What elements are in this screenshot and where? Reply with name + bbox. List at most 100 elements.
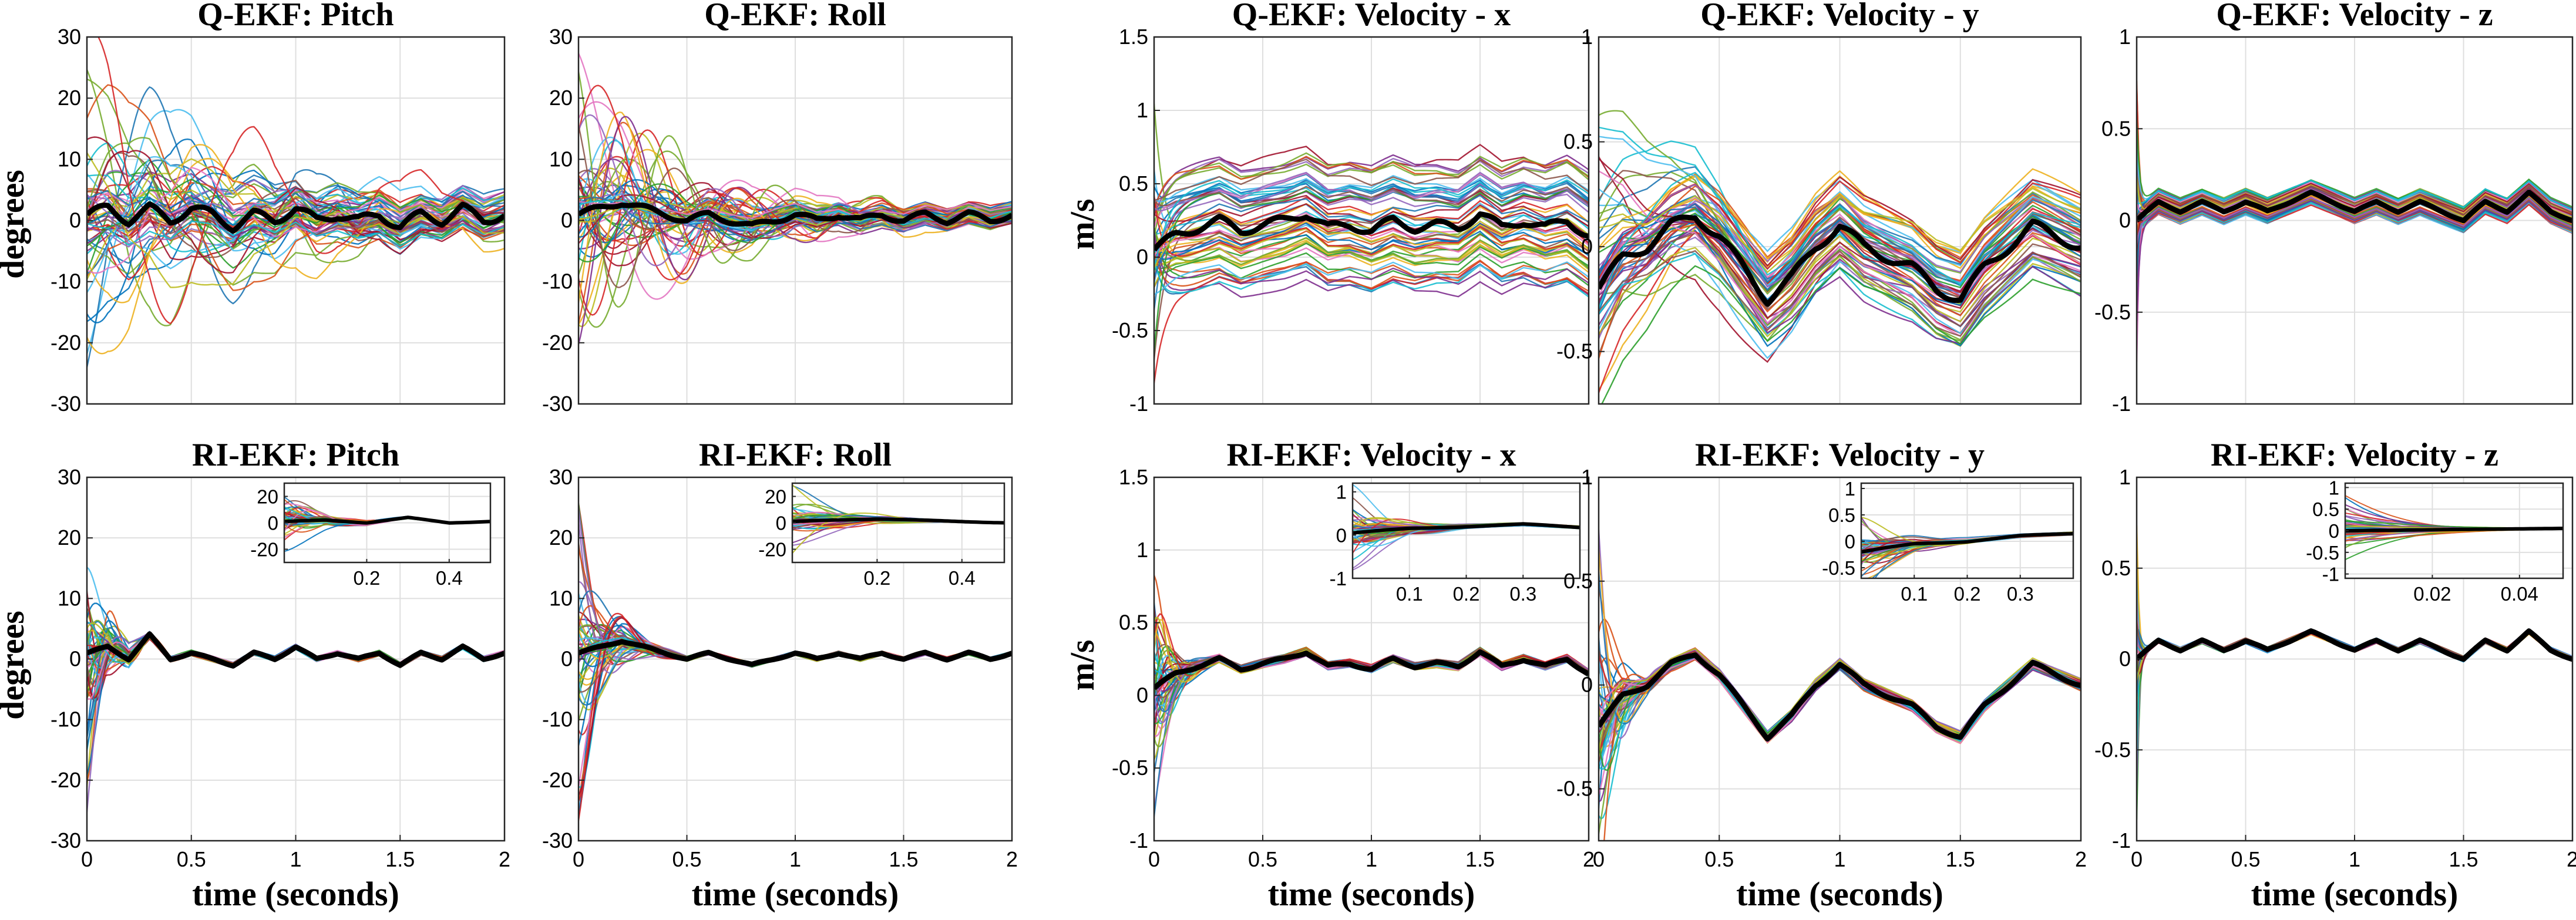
qekf-vy-ytick-label: 0.5: [1563, 130, 1593, 154]
qekf-pitch-series: [87, 37, 505, 368]
qekf-roll-ytick-label: 30: [549, 25, 573, 49]
riekf-vx-xtick-label: 1.5: [1465, 847, 1495, 871]
qekf-vx-mc-run: [1154, 154, 1589, 208]
qekf-vx-mc-run: [1154, 251, 1589, 292]
riekf-pitch-mean-line: [87, 631, 505, 669]
qekf-vy-series: [1599, 110, 2081, 404]
qekf-vx-mc-run: [1154, 156, 1589, 213]
riekf-roll-inset-series: [792, 484, 1004, 554]
qekf-roll-title: Q-EKF: Roll: [704, 0, 886, 33]
qekf-roll-mc-run: [579, 129, 1012, 316]
riekf-pitch-ytick-label: -10: [51, 707, 81, 732]
qekf-vy-ytick-label: 1: [1581, 25, 1593, 49]
riekf-vx-inset-ytick-label: 0: [1336, 524, 1347, 546]
riekf-vz-ytick-label: 1: [2119, 465, 2131, 489]
riekf-vy-xtick-label: 1.5: [1946, 847, 1975, 871]
qekf-vz-series: [2137, 80, 2572, 362]
riekf-roll-xlabel: time (seconds): [692, 875, 899, 913]
qekf-vy-mean-line: [1599, 214, 2081, 307]
qekf-pitch-mc-run: [87, 109, 505, 355]
riekf-vy-ytick-label: 1: [1581, 465, 1593, 489]
qekf-vy-mc-run: [1599, 213, 2081, 309]
riekf-vy-inset-ytick-label: 1: [1845, 478, 1855, 500]
qekf-vx-mc-run: [1154, 241, 1589, 264]
riekf-roll-ytick-label: 0: [561, 647, 573, 671]
riekf-pitch-ytick-label: 20: [58, 525, 81, 550]
qekf-vx-title: Q-EKF: Velocity - x: [1232, 0, 1511, 33]
qekf-vy-mc-run: [1599, 250, 2081, 337]
qekf-vy-title: Q-EKF: Velocity - y: [1700, 0, 1979, 33]
riekf-roll-ytick-label: -20: [542, 768, 573, 792]
qekf-vx-mc-run: [1154, 178, 1589, 272]
qekf-vz-mc-run: [2137, 181, 2572, 362]
qekf-vy-mc-run: [1599, 221, 2081, 345]
riekf-vz-inset-ytick-label: 0.5: [2312, 498, 2339, 520]
qekf-vx-ytick-label: 0: [1136, 245, 1148, 269]
qekf-vy-mc-run: [1599, 203, 2081, 306]
riekf-vx-inset-series: [1353, 484, 1580, 571]
qekf-pitch-mc-run: [97, 37, 505, 325]
riekf-vy-xtick-label: 1: [1834, 847, 1845, 871]
riekf-vz-xtick-label: 1: [2349, 847, 2360, 871]
riekf-roll-ytick-label: 10: [549, 586, 573, 610]
riekf-vz-inset-xtick-label: 0.02: [2413, 583, 2451, 605]
qekf-vz-ytick-label: -1: [2112, 392, 2131, 416]
riekf-roll-inset-ytick-label: -20: [758, 539, 786, 561]
riekf-pitch-xtick-label: 1: [290, 847, 301, 871]
qekf-pitch-mc-run: [87, 167, 505, 274]
qekf-pitch-ytick-label: 0: [69, 208, 81, 232]
riekf-roll-xtick-label: 1.5: [889, 847, 918, 871]
riekf-pitch-series: [87, 567, 505, 813]
qekf-pitch-ytick-label: 20: [58, 86, 81, 110]
riekf-pitch-xtick-label: 1.5: [385, 847, 415, 871]
riekf-pitch-xlabel: time (seconds): [192, 875, 399, 913]
riekf-roll-mean-line: [579, 639, 1012, 667]
riekf-roll-ytick-label: -30: [542, 828, 573, 852]
qekf-roll-mc-run: [579, 85, 1012, 281]
qekf-pitch-ytick-label: 10: [58, 147, 81, 171]
riekf-pitch-xtick-label: 0: [81, 847, 93, 871]
qekf-vx-mc-run: [1154, 186, 1589, 207]
riekf-vy-inset-ytick-label: 0: [1845, 531, 1855, 552]
riekf-vx-ytick-label: -0.5: [1112, 756, 1148, 780]
riekf-roll-inset-xtick-label: 0.4: [949, 567, 976, 589]
qekf-vx-mc-run: [1154, 160, 1589, 224]
qekf-vz-mc-run: [2137, 184, 2572, 220]
qekf-vy-mc-run: [1599, 176, 2081, 260]
qekf-pitch-mc-run: [87, 220, 505, 247]
riekf-vy-inset-panel: -0.5 0 0.5 1 0.1 0.2 0.3: [1822, 478, 2074, 605]
qekf-vx-mc-run: [1154, 193, 1589, 227]
qekf-vy-mc-run: [1599, 171, 2081, 309]
qekf-vx-mc-run: [1154, 171, 1589, 211]
riekf-pitch-inset-series: [284, 496, 490, 552]
riekf-pitch-ytick-label: -20: [51, 768, 81, 792]
qekf-vy-mc-run: [1599, 187, 2081, 274]
qekf-pitch-mc-run: [87, 211, 505, 238]
riekf-vx-inset-ytick-label: -1: [1330, 568, 1347, 589]
qekf-vy-axes-box: [1598, 36, 2082, 405]
riekf-vy-series: [1599, 530, 2081, 841]
qekf-vx-mc-run: [1154, 194, 1589, 278]
qekf-roll-mean-line: [579, 202, 1012, 227]
qekf-vx-mc-run: [1154, 181, 1589, 269]
qekf-vx-panel: -1 -0.5 0 0.5 1 1.5 Q-EKF: Velocity - x: [1112, 0, 1590, 416]
qekf-vx-series: [1154, 103, 1589, 383]
riekf-vx-inset-xtick-label: 0.1: [1396, 583, 1423, 605]
qekf-vx-ytick-label: 1: [1136, 98, 1148, 122]
riekf-vx-xlabel: time (seconds): [1268, 875, 1475, 913]
qekf-vz-ytick-label: -0.5: [2094, 300, 2131, 324]
riekf-roll-xtick-label: 0.5: [672, 847, 701, 871]
riekf-vx-inset-mean-line: [1353, 522, 1580, 535]
qekf-pitch-mc-run: [87, 207, 505, 244]
qekf-pitch-ytick-label: -10: [51, 269, 81, 294]
riekf-vz-ytick-label: 0.5: [2101, 556, 2131, 580]
riekf-vx-ytick-label: 0: [1136, 683, 1148, 707]
qekf-pitch-ytick-label: -20: [51, 331, 81, 355]
riekf-vz-inset-mean-line: [2345, 527, 2563, 533]
riekf-vz-ytick-label: -0.5: [2094, 737, 2131, 761]
riekf-vz-inset-series: [2345, 495, 2563, 561]
ylabel-degrees-bottom: degrees: [0, 611, 31, 720]
riekf-vx-inset-panel: -1 0 1 0.1 0.2 0.3: [1330, 481, 1581, 605]
riekf-vz-inset-panel: -1-0.500.51 0.02 0.04: [2306, 477, 2564, 605]
riekf-vz-xtick-label: 2: [2567, 847, 2576, 871]
